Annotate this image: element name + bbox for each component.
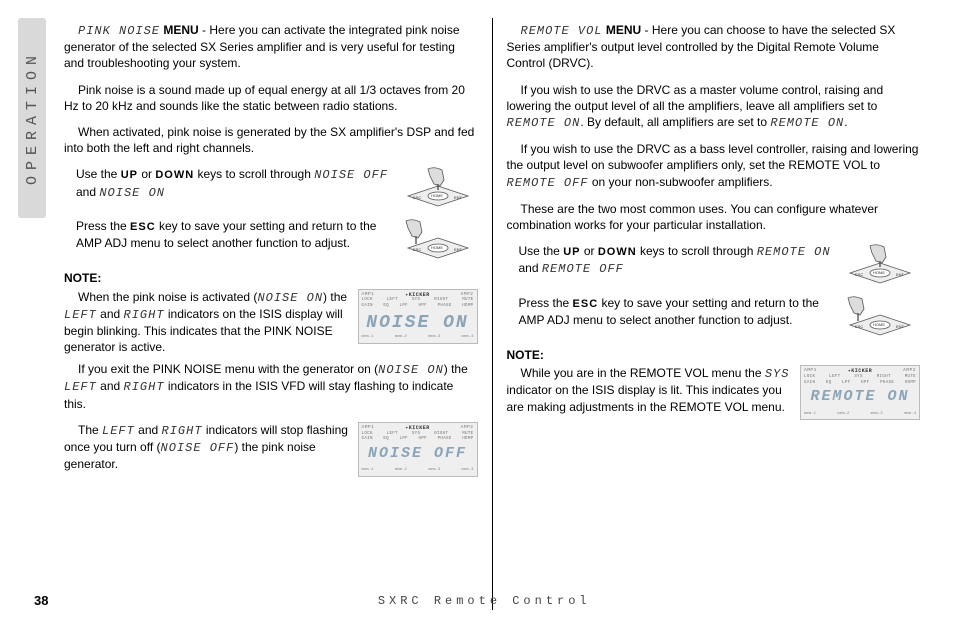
instruction-row: Press the ESC key to save your setting a…	[64, 218, 478, 264]
svg-text:HOME: HOME	[873, 322, 885, 327]
up-key: UP	[121, 169, 138, 181]
nav-pad-diagram: ESC HOME ENT	[840, 243, 920, 289]
manual-page: Operation PINK NOISE MENU - Here you can…	[0, 0, 954, 618]
svg-text:ESC: ESC	[413, 247, 421, 252]
svg-text:ENT: ENT	[896, 324, 905, 329]
nav-pad-diagram: ESC HOME ENT	[840, 295, 920, 341]
para: If you wish to use the DRVC as a bass le…	[507, 141, 921, 191]
para: When activated, pink noise is generated …	[64, 124, 478, 156]
kicker-logo-icon: ✦KICKER	[848, 368, 873, 375]
menu-name: PINK NOISE	[78, 24, 160, 38]
svg-text:HOME: HOME	[431, 193, 443, 198]
para: REMOTE VOL MENU - Here you can choose to…	[507, 22, 921, 72]
svg-text:ENT: ENT	[896, 272, 905, 277]
right-column: REMOTE VOL MENU - Here you can choose to…	[493, 18, 921, 610]
page-number: 38	[34, 593, 48, 608]
nav-pad-diagram: ESC HOME ENT	[398, 218, 478, 264]
up-key: UP	[563, 246, 580, 258]
svg-text:ENT: ENT	[454, 247, 463, 252]
text: Use the UP or DOWN keys to scroll throug…	[507, 243, 833, 277]
svg-text:HOME: HOME	[873, 270, 885, 275]
isis-display: AMP1✦KICKERAMP2 LOCKLEFTSYSRIGHTMUTE GAI…	[800, 365, 920, 420]
kicker-logo-icon: ✦KICKER	[405, 425, 430, 432]
svg-text:ENT: ENT	[454, 195, 463, 200]
para: These are the two most common uses. You …	[507, 201, 921, 233]
lcd-text: NOISE ON	[359, 310, 477, 335]
isis-display: AMP1✦KICKERAMP2 LOCKLEFTSYSRIGHTMUTE GAI…	[358, 422, 478, 477]
note-row: The LEFT and RIGHT indicators will stop …	[64, 422, 478, 477]
instruction-row: Press the ESC key to save your setting a…	[507, 295, 921, 341]
svg-text:HOME: HOME	[431, 245, 443, 250]
para: If you exit the PINK NOISE menu with the…	[64, 361, 478, 412]
instruction-row: Use the UP or DOWN keys to scroll throug…	[64, 166, 478, 212]
text: Press the ESC key to save your setting a…	[507, 295, 833, 328]
menu-word: MENU	[603, 23, 642, 37]
kicker-logo-icon: ✦KICKER	[405, 292, 430, 299]
para: If you wish to use the DRVC as a master …	[507, 82, 921, 132]
note-row: While you are in the REMOTE VOL menu the…	[507, 365, 921, 420]
svg-text:ESC: ESC	[855, 324, 863, 329]
text: The LEFT and RIGHT indicators will stop …	[64, 422, 350, 473]
note-row: When the pink noise is activated (NOISE …	[64, 289, 478, 356]
isis-display: AMP1✦KICKERAMP2 LOCKLEFTSYSRIGHTMUTE GAI…	[358, 289, 478, 344]
footer-title: SXRC Remote Control	[48, 594, 920, 608]
para: PINK NOISE MENU - Here you can activate …	[64, 22, 478, 72]
svg-text:ESC: ESC	[855, 272, 863, 277]
svg-text:ESC: ESC	[413, 195, 421, 200]
lcd-text: REMOTE ON	[801, 386, 919, 407]
para: Pink noise is a sound made up of equal e…	[64, 82, 478, 114]
left-column: PINK NOISE MENU - Here you can activate …	[64, 18, 493, 610]
instruction-row: Use the UP or DOWN keys to scroll throug…	[507, 243, 921, 289]
page-footer: 38 SXRC Remote Control	[34, 593, 920, 608]
text: Press the ESC key to save your setting a…	[64, 218, 390, 251]
content-columns: PINK NOISE MENU - Here you can activate …	[64, 18, 920, 610]
text: Use the UP or DOWN keys to scroll throug…	[64, 166, 390, 200]
text: While you are in the REMOTE VOL menu the…	[507, 365, 793, 415]
lcd-text: NOISE OFF	[359, 443, 477, 464]
section-tab: Operation	[18, 18, 46, 218]
esc-key: ESC	[130, 221, 156, 233]
nav-pad-diagram: ESC HOME ENT	[398, 166, 478, 212]
section-tab-label: Operation	[24, 50, 41, 185]
note-heading: NOTE:	[64, 270, 478, 286]
menu-name: REMOTE VOL	[521, 24, 603, 38]
down-key: DOWN	[598, 246, 637, 258]
note-heading: NOTE:	[507, 347, 921, 363]
esc-key: ESC	[573, 298, 599, 310]
text: When the pink noise is activated (NOISE …	[64, 289, 350, 356]
down-key: DOWN	[155, 169, 194, 181]
menu-word: MENU	[160, 23, 199, 37]
